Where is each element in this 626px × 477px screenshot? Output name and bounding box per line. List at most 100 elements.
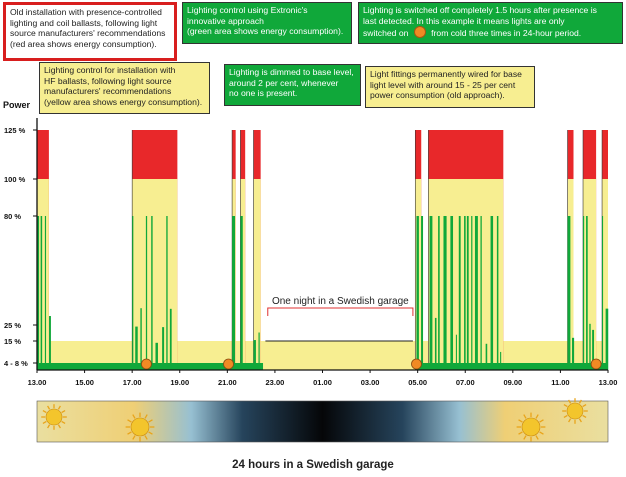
x-tick-label: 01.00 bbox=[313, 378, 332, 387]
annotation-line: source manufacturers' recommendations bbox=[10, 28, 166, 39]
green-spike bbox=[166, 216, 168, 370]
green-spike bbox=[162, 327, 165, 370]
annotation-line: (yellow area shows energy consumption). bbox=[44, 96, 203, 107]
green-spike bbox=[155, 342, 158, 370]
annotation-line: (green area shows energy consumption). bbox=[187, 26, 344, 37]
green-spike bbox=[592, 329, 595, 370]
green-base-area bbox=[415, 363, 608, 370]
green-spike bbox=[37, 216, 40, 370]
annotation-line: no one is present. bbox=[229, 88, 298, 99]
sun-ray bbox=[539, 419, 544, 423]
y-tick-label: 25 % bbox=[4, 321, 21, 330]
sun-ray bbox=[518, 419, 523, 423]
sun-ray bbox=[568, 418, 572, 423]
axes bbox=[33, 118, 609, 373]
cold-start-marker bbox=[590, 358, 602, 370]
green-spike bbox=[438, 216, 440, 370]
sun-ray bbox=[535, 435, 539, 440]
annotation-line: (red area shows energy consumption). bbox=[10, 38, 157, 49]
tick-labels: Power 125 % 100 % 80 % 25 % 15 % 4 - 8 % 13.00 1… bbox=[3, 100, 617, 387]
sun-ray bbox=[582, 404, 587, 408]
annotation-line: around 2 per cent, whenever bbox=[229, 77, 339, 88]
sun-icon bbox=[125, 412, 155, 442]
yellow-area-bar bbox=[253, 179, 261, 370]
green-spike bbox=[443, 216, 447, 370]
sun-ray bbox=[42, 420, 47, 424]
green-spike bbox=[135, 326, 138, 370]
sun-ray bbox=[61, 420, 66, 424]
y-axis-label: Power bbox=[3, 100, 31, 110]
day-night-strip bbox=[36, 398, 609, 443]
green-spike bbox=[464, 216, 466, 370]
cold-start-marker bbox=[141, 358, 152, 370]
sun-icon bbox=[41, 404, 67, 430]
green-spike bbox=[455, 334, 457, 370]
green-spike bbox=[416, 216, 419, 370]
annotation-text: from cold three times in 24-hour period. bbox=[431, 28, 582, 39]
annotation-line: Lighting is dimmed to base level, bbox=[229, 67, 354, 77]
annotation-line: lighting and coil ballasts, following li… bbox=[10, 17, 158, 28]
green-spike bbox=[253, 340, 256, 370]
sun-ray bbox=[539, 431, 544, 435]
green-spike bbox=[421, 216, 424, 370]
green-spike bbox=[586, 216, 588, 370]
annotation-old-installation: Old installation with presence-controlle… bbox=[3, 2, 177, 61]
green-spike bbox=[458, 216, 461, 370]
green-spike bbox=[485, 343, 488, 370]
green-spike bbox=[496, 216, 499, 370]
y-tick-label: 100 % bbox=[4, 175, 26, 184]
x-tick-label: 07.00 bbox=[456, 378, 475, 387]
sun-disc bbox=[130, 417, 150, 437]
yellow-area-bar bbox=[37, 179, 49, 370]
annotation-line: innovative approach bbox=[187, 15, 264, 26]
sun-ray bbox=[132, 414, 136, 419]
sun-ray bbox=[148, 431, 153, 435]
sun-ray bbox=[127, 419, 132, 423]
annotation-hf-ballasts: Lighting control for installation with H… bbox=[39, 62, 210, 114]
green-spike bbox=[434, 317, 437, 370]
green-spike bbox=[450, 216, 454, 370]
y-tick-label: 125 % bbox=[4, 126, 26, 135]
annotation-line: light level with around 15 - 25 per cent bbox=[370, 79, 516, 90]
green-spike bbox=[567, 216, 571, 370]
sun-icon bbox=[516, 412, 546, 442]
green-spike bbox=[132, 216, 134, 370]
green-spike bbox=[602, 216, 604, 370]
x-tick-label: 21.00 bbox=[218, 378, 237, 387]
green-spike bbox=[429, 216, 433, 370]
green-spike bbox=[44, 216, 47, 370]
sun-ray bbox=[523, 414, 527, 419]
sun-ray bbox=[148, 419, 153, 423]
sun-ray bbox=[144, 435, 148, 440]
yellow-area-bar bbox=[240, 179, 246, 370]
green-spike bbox=[40, 216, 43, 370]
y-tick-label: 4 - 8 % bbox=[4, 359, 28, 368]
green-spike bbox=[480, 216, 482, 370]
green-spike bbox=[49, 316, 51, 370]
sun-ray bbox=[563, 414, 568, 418]
x-tick-label: 13.00 bbox=[599, 378, 618, 387]
green-spike bbox=[583, 216, 585, 370]
annotation-line: last detected. In this example it means … bbox=[363, 15, 565, 26]
sun-ray bbox=[523, 435, 527, 440]
green-spike bbox=[151, 216, 153, 370]
annotation-line: Light fittings permanently wired for bas… bbox=[370, 69, 522, 79]
sun-ray bbox=[42, 410, 47, 414]
sun-ray bbox=[132, 435, 136, 440]
green-spike bbox=[490, 216, 494, 370]
sun-ray bbox=[568, 399, 572, 404]
sky-gradient-strip bbox=[36, 400, 609, 443]
sun-ray bbox=[61, 410, 66, 414]
green-spike bbox=[474, 216, 478, 370]
sun-ray bbox=[47, 424, 51, 429]
green-spike bbox=[145, 216, 148, 370]
sun-ray bbox=[582, 414, 587, 418]
annotation-line: Lighting control using Extronic's bbox=[187, 5, 308, 15]
green-spike bbox=[169, 308, 172, 370]
green-spike bbox=[240, 216, 243, 370]
x-tick-label: 17.00 bbox=[123, 378, 142, 387]
sun-disc bbox=[566, 402, 584, 420]
yellow-area-bar bbox=[132, 179, 178, 370]
cold-start-marker bbox=[223, 358, 234, 370]
night-label: One night in a Swedish garage bbox=[272, 296, 409, 307]
